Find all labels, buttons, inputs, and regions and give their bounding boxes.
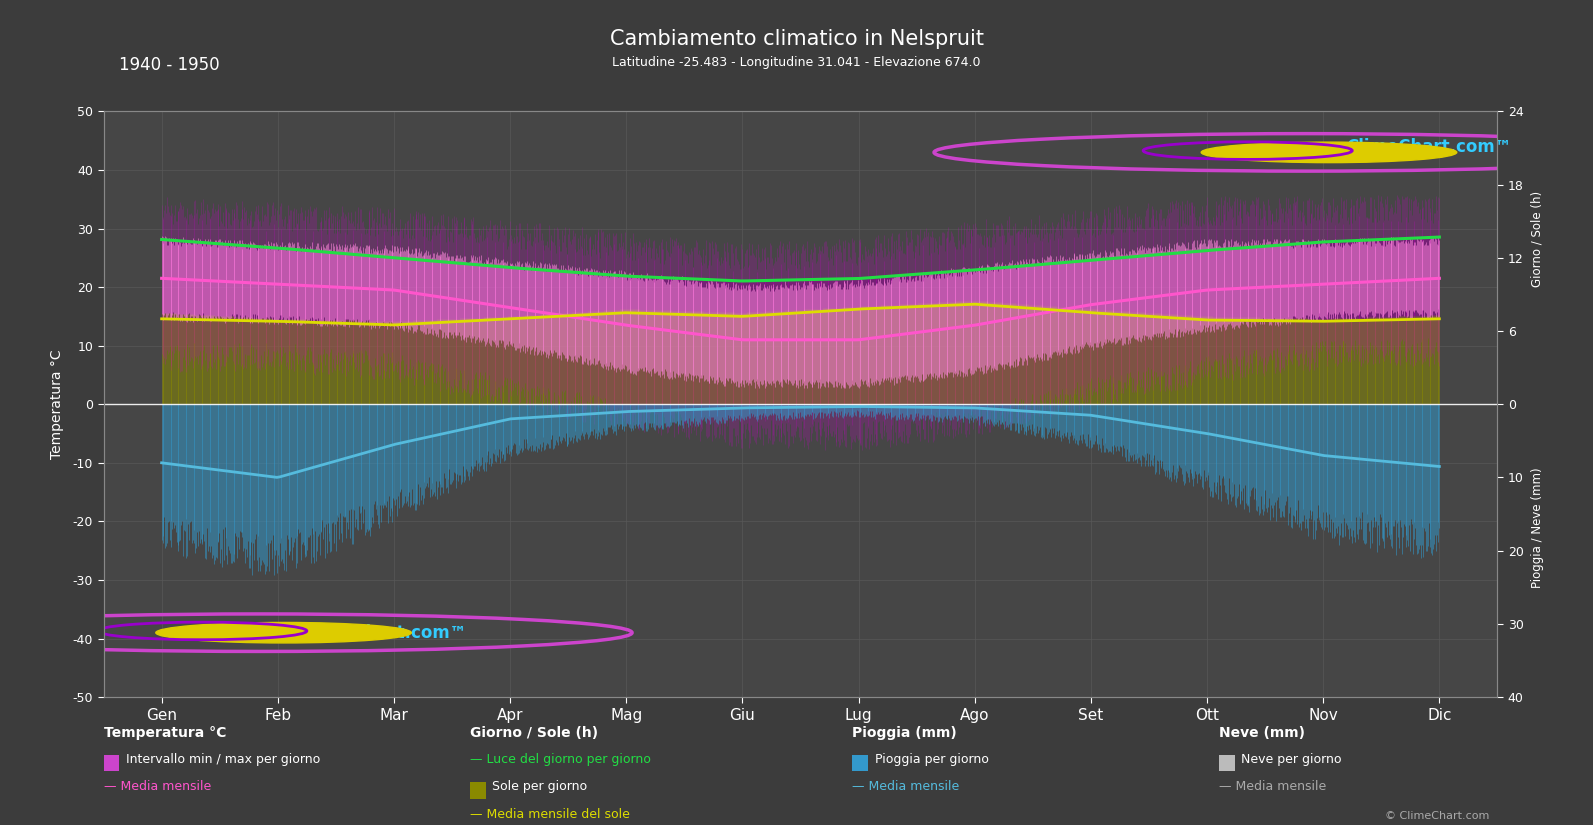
Text: Pioggia / Neve (mm): Pioggia / Neve (mm) bbox=[1531, 468, 1544, 588]
Text: Giorno / Sole (h): Giorno / Sole (h) bbox=[1531, 191, 1544, 287]
Text: Pioggia per giorno: Pioggia per giorno bbox=[875, 753, 988, 766]
Text: Latitudine -25.483 - Longitudine 31.041 - Elevazione 674.0: Latitudine -25.483 - Longitudine 31.041 … bbox=[612, 56, 981, 69]
Text: Cambiamento climatico in Nelspruit: Cambiamento climatico in Nelspruit bbox=[610, 29, 983, 49]
Text: Temperatura °C: Temperatura °C bbox=[104, 726, 226, 740]
Text: © ClimeChart.com: © ClimeChart.com bbox=[1384, 811, 1489, 821]
Text: 1940 - 1950: 1940 - 1950 bbox=[119, 56, 220, 74]
Text: Intervallo min / max per giorno: Intervallo min / max per giorno bbox=[126, 753, 320, 766]
Y-axis label: Temperatura °C: Temperatura °C bbox=[51, 350, 64, 459]
Text: Neve per giorno: Neve per giorno bbox=[1241, 753, 1341, 766]
Ellipse shape bbox=[1201, 142, 1456, 163]
Text: ClimeChart.com™: ClimeChart.com™ bbox=[301, 624, 467, 642]
Text: Giorno / Sole (h): Giorno / Sole (h) bbox=[470, 726, 597, 740]
Ellipse shape bbox=[156, 622, 411, 643]
Text: Pioggia (mm): Pioggia (mm) bbox=[852, 726, 957, 740]
Text: — Media mensile: — Media mensile bbox=[1219, 780, 1325, 794]
Text: Sole per giorno: Sole per giorno bbox=[492, 780, 588, 794]
Text: ClimeChart.com™: ClimeChart.com™ bbox=[1346, 138, 1512, 156]
Text: — Media mensile: — Media mensile bbox=[104, 780, 210, 794]
Text: — Media mensile: — Media mensile bbox=[852, 780, 959, 794]
Text: — Luce del giorno per giorno: — Luce del giorno per giorno bbox=[470, 753, 652, 766]
Text: — Media mensile del sole: — Media mensile del sole bbox=[470, 808, 629, 821]
Text: Neve (mm): Neve (mm) bbox=[1219, 726, 1305, 740]
